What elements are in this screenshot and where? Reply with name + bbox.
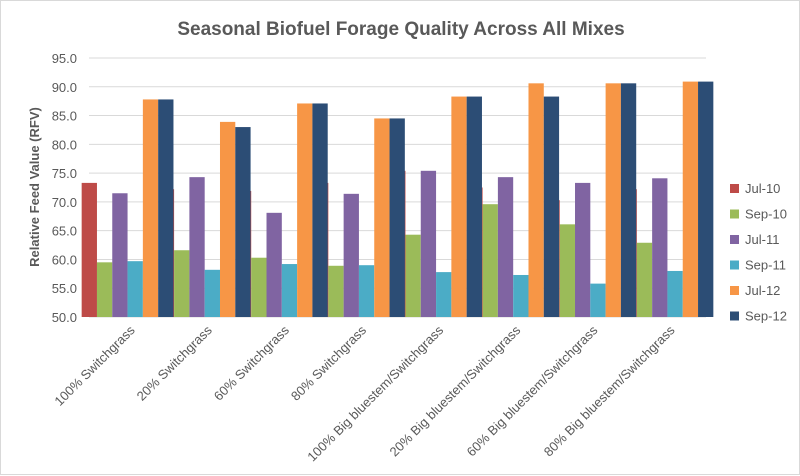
bar-jul-11 bbox=[189, 177, 205, 317]
bar-sep-10 bbox=[482, 204, 498, 317]
bar-sep-12 bbox=[312, 103, 328, 317]
x-tick-label: 80% Switchgrass bbox=[288, 322, 369, 403]
x-tick-label: 60% Switchgrass bbox=[211, 322, 292, 403]
chart-title: Seasonal Biofuel Forage Quality Across A… bbox=[177, 19, 624, 40]
bar-jul-12 bbox=[682, 81, 699, 317]
legend-swatch bbox=[730, 209, 739, 219]
bar-sep-10 bbox=[174, 250, 190, 317]
legend-label: Jul-10 bbox=[745, 181, 780, 196]
y-tick-label: 90.0 bbox=[52, 80, 77, 95]
y-tick-label: 85.0 bbox=[52, 109, 77, 124]
bar-jul-11 bbox=[652, 178, 668, 317]
legend-swatch bbox=[730, 286, 739, 295]
bar-sep-10 bbox=[559, 224, 576, 317]
legend-label: Sep-12 bbox=[745, 309, 787, 324]
bar-sep-10 bbox=[328, 265, 344, 317]
y-axis-label: Relative Feed Value (RFV) bbox=[27, 107, 42, 267]
x-tick-label: 100% Switchgrass bbox=[51, 322, 138, 409]
legend-label: Sep-11 bbox=[745, 258, 786, 273]
bar-sep-12 bbox=[698, 81, 714, 317]
bar-sep-11 bbox=[590, 283, 606, 317]
legend-swatch bbox=[730, 184, 739, 193]
x-tick-label: 20% Switchgrass bbox=[134, 322, 215, 403]
legend-swatch bbox=[730, 235, 739, 244]
bar-jul-12 bbox=[219, 121, 236, 318]
bar-sep-11 bbox=[667, 270, 683, 317]
bar-jul-11 bbox=[112, 193, 128, 317]
bar-jul-12 bbox=[605, 83, 621, 317]
bar-jul-12 bbox=[451, 96, 467, 317]
bar-sep-10 bbox=[96, 262, 113, 317]
bar-sep-12 bbox=[620, 83, 637, 317]
x-tick-label: 80% Big bluestem/Switchgrass bbox=[541, 322, 678, 459]
bar-jul-11 bbox=[420, 170, 437, 317]
bar-sep-11 bbox=[436, 272, 452, 317]
bar-sep-12 bbox=[158, 99, 174, 317]
x-tick-label: 20% Big bluestem/Switchgrass bbox=[386, 322, 523, 459]
legend-label: Sep-10 bbox=[745, 207, 787, 222]
bar-jul-12 bbox=[528, 83, 544, 317]
y-tick-label: 95.0 bbox=[52, 51, 77, 66]
legend-swatch bbox=[730, 260, 739, 270]
bar-jul-11 bbox=[343, 193, 359, 317]
bar-sep-11 bbox=[127, 261, 143, 317]
bar-sep-11 bbox=[281, 264, 298, 317]
y-tick-label: 60.0 bbox=[52, 252, 77, 267]
legend-label: Jul-11 bbox=[745, 232, 779, 247]
bar-jul-12 bbox=[297, 103, 313, 317]
bar-sep-12 bbox=[389, 118, 405, 317]
y-tick-label: 50.0 bbox=[52, 310, 77, 325]
bar-jul-12 bbox=[142, 99, 159, 317]
bar-sep-10 bbox=[636, 242, 653, 317]
bar-jul-11 bbox=[497, 177, 514, 317]
bar-sep-12 bbox=[543, 96, 560, 317]
x-tick-label: 100% Big bluestem/Switchgrass bbox=[304, 322, 446, 464]
legend-swatch bbox=[730, 311, 739, 321]
y-tick-label: 75.0 bbox=[52, 166, 77, 181]
bar-jul-10 bbox=[81, 182, 97, 317]
legend-label: Jul-12 bbox=[745, 283, 780, 298]
x-tick-label: 60% Big bluestem/Switchgrass bbox=[464, 322, 601, 459]
y-tick-label: 65.0 bbox=[52, 224, 77, 239]
y-tick-label: 55.0 bbox=[52, 281, 77, 296]
bar-sep-12 bbox=[466, 96, 482, 317]
bar-sep-10 bbox=[405, 234, 421, 317]
y-tick-label: 70.0 bbox=[52, 195, 77, 210]
bar-sep-11 bbox=[204, 269, 220, 317]
y-tick-label: 80.0 bbox=[52, 137, 77, 152]
bar-jul-11 bbox=[266, 212, 282, 317]
bar-jul-11 bbox=[575, 182, 591, 317]
bar-sep-11 bbox=[513, 274, 529, 317]
bar-sep-10 bbox=[251, 257, 267, 317]
bar-jul-12 bbox=[374, 118, 390, 317]
bar-sep-12 bbox=[235, 127, 251, 317]
bar-sep-11 bbox=[358, 265, 375, 317]
